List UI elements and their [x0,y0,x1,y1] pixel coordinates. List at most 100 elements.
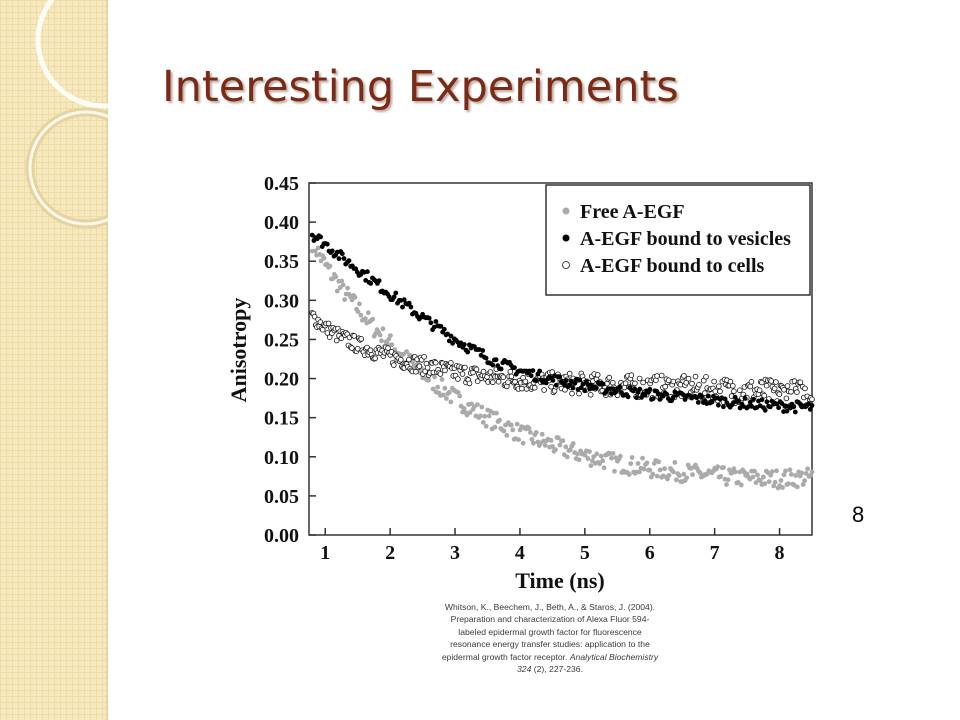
data-point [666,473,672,478]
data-point [721,404,726,410]
data-point [628,372,635,379]
data-point [771,483,777,489]
y-tick-label: 0.05 [264,486,299,508]
data-point [681,471,687,477]
data-point [685,375,692,382]
data-point [493,357,499,363]
data-point [625,394,631,400]
data-point [665,377,672,384]
data-point [351,333,358,339]
data-point [448,399,454,405]
data-point [738,482,744,488]
data-point [489,379,496,386]
data-point [368,281,374,286]
data-point [319,326,326,333]
data-point [778,478,784,483]
data-point [461,342,467,347]
data-point [664,391,669,397]
data-point [465,349,471,355]
data-point [690,472,695,477]
data-point [783,395,790,402]
data-point [413,368,419,375]
data-point [636,375,643,382]
data-point [588,463,594,468]
data-point [587,449,592,454]
data-point [508,373,515,380]
data-point [676,473,682,478]
data-point [442,367,448,374]
data-point [533,378,539,383]
data-point [736,387,743,394]
data-point [662,383,668,390]
data-point [358,312,364,318]
data-point [766,479,772,485]
data-point [684,475,690,481]
data-point [372,355,379,362]
x-tick-label: 5 [580,542,590,564]
data-point [594,385,599,391]
data-point [657,397,663,402]
data-point [699,394,705,400]
series-0 [309,234,815,491]
axis-ticks: 0.00 0.05 0.10 0.15 0.20 0.25 0.30 0.35 0.40 0.45… [264,173,785,564]
data-point [657,467,663,473]
data-point [446,389,452,395]
data-point [650,471,656,477]
data-point [567,382,572,388]
data-point [600,458,606,464]
data-point [600,381,606,387]
data-point [543,380,549,386]
data-point [570,385,576,391]
data-point [504,433,510,438]
citation-line: labeled epidermal growth factor for fluo… [458,626,642,637]
data-point [800,482,806,487]
data-point [312,248,318,254]
data-point [750,474,756,480]
data-point [682,397,688,402]
data-point [791,404,796,410]
data-point [566,370,573,377]
data-point [779,401,785,406]
data-point [564,454,570,460]
data-point [379,338,384,344]
data-point [729,383,736,389]
data-point [326,334,333,341]
data-point [752,468,757,474]
legend-label: Free A-EGF [580,201,685,223]
data-point [406,300,412,306]
data-point [338,335,345,342]
data-point [327,263,333,269]
x-tick-label: 4 [515,542,525,564]
data-point [462,364,468,371]
y-axis-title: Anisotropy [226,298,251,403]
data-point [656,459,662,465]
citation-volume: 324 [517,664,532,675]
citation-line: epidermal growth factor receptor. [441,651,570,662]
data-point [520,440,526,446]
data-point [318,234,323,240]
data-point [654,373,660,379]
data-point [618,453,623,459]
data-point [441,392,446,398]
data-point [768,378,774,384]
data-point [457,393,463,399]
data-point [324,241,330,247]
data-point [635,461,641,466]
data-point [529,437,535,442]
data-point [792,409,798,415]
data-point [430,386,436,392]
data-point [689,380,695,387]
data-point [697,470,703,476]
data-point [507,368,514,375]
data-point [461,406,467,411]
data-point [346,258,352,263]
data-point [758,478,763,483]
data-point [576,390,582,397]
data-point [578,385,584,391]
data-point [696,381,702,388]
legend-box [545,184,811,296]
data-point [416,363,423,370]
data-point [784,408,790,414]
data-point [582,452,588,458]
data-point [407,352,412,358]
